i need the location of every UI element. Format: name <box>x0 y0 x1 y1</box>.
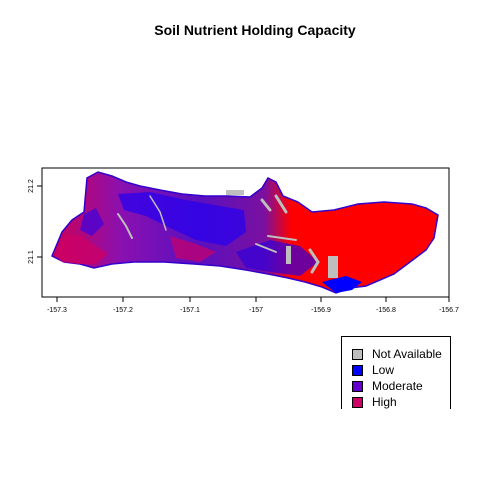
legend-swatch <box>352 348 363 360</box>
not-available-zone <box>226 190 244 195</box>
x-tick-label: -157.2 <box>113 307 133 314</box>
x-tick-label: -156.7 <box>439 307 459 314</box>
legend-label: High <box>372 395 397 409</box>
legend-item-low: Low <box>352 363 394 377</box>
x-tick-label: -156.9 <box>311 307 331 314</box>
y-axis-labels: 21.1 21.2 <box>28 179 35 264</box>
not-available-zone <box>286 246 291 264</box>
not-available-zone <box>328 256 338 278</box>
legend-item-not-available: Not Available <box>352 347 442 361</box>
x-tick-label: -157.1 <box>180 307 200 314</box>
y-tick-label: 21.1 <box>28 250 35 264</box>
legend-swatch <box>352 380 363 392</box>
legend-swatch <box>352 364 363 376</box>
x-axis-labels: -157.3 -157.2 -157.1 -157 -156.9 -156.8 … <box>47 307 459 314</box>
x-tick-label: -157.3 <box>47 307 67 314</box>
x-tick-label: -157 <box>249 307 263 314</box>
x-axis <box>56 297 450 302</box>
legend-label: Moderate <box>372 379 423 393</box>
high-capacity-zone <box>54 234 108 264</box>
low-capacity-zone <box>322 276 362 293</box>
plot-frame <box>41 167 450 298</box>
low-capacity-zone <box>236 240 318 276</box>
legend-swatch <box>352 396 363 408</box>
legend-label: Low <box>372 363 395 377</box>
low-capacity-zone <box>118 192 246 246</box>
not-available-zones <box>117 194 320 274</box>
map-title: Soil Nutrient Holding Capacity <box>154 22 356 38</box>
y-tick-label: 21.2 <box>28 179 35 193</box>
y-axis <box>37 185 42 258</box>
legend: Not Available Low Moderate High <box>341 336 451 409</box>
legend-item-high: High <box>352 395 397 409</box>
low-capacity-zone <box>80 208 104 236</box>
high-capacity-zone <box>170 236 216 262</box>
legend-label: Not Available <box>372 347 442 361</box>
legend-item-moderate: Moderate <box>352 379 423 393</box>
x-tick-label: -156.8 <box>376 307 396 314</box>
